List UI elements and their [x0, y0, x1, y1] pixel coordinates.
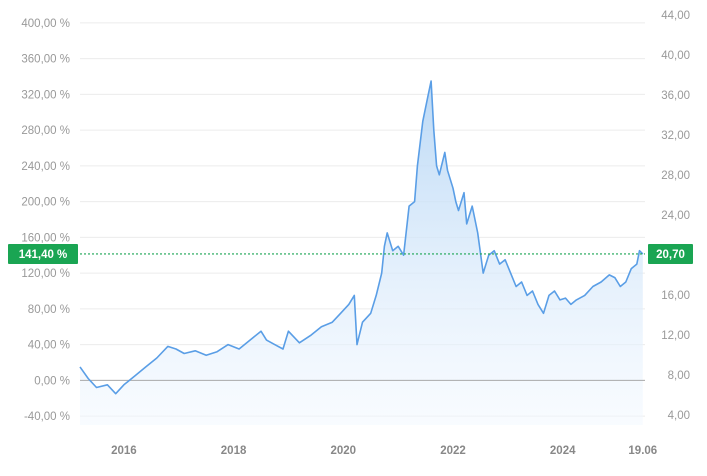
x-tick-label: 2022 — [440, 445, 466, 457]
current-value-badges: 141,40 % 20,70 — [8, 243, 693, 264]
right-axis: 4,008,0012,0016,0020,0024,0028,0032,0036… — [661, 10, 690, 422]
right-tick-label: 32,00 — [661, 130, 690, 142]
right-tick-label: 36,00 — [661, 90, 690, 102]
right-tick-label: 4,00 — [668, 410, 690, 422]
x-tick-label: 2024 — [550, 445, 576, 457]
left-tick-label: 120,00 % — [21, 268, 70, 280]
x-tick-label: 2020 — [331, 445, 357, 457]
left-tick-label: 200,00 % — [21, 197, 70, 209]
left-tick-label: 160,00 % — [21, 232, 70, 244]
left-axis: -40,00 % 0,00 % 40,00 % 80,00 % 120,00 % 160,… — [21, 18, 70, 423]
right-tick-label: 12,00 — [661, 330, 690, 342]
right-tick-label: 24,00 — [661, 210, 690, 222]
left-tick-label: 80,00 % — [28, 304, 70, 316]
left-tick-label: 320,00 % — [21, 89, 70, 101]
current-percent-badge — [8, 243, 78, 264]
x-axis: 2016 2018 2020 2022 2024 19.06 — [111, 445, 657, 457]
x-tick-label: 2018 — [221, 445, 247, 457]
left-tick-label: 360,00 % — [21, 54, 70, 66]
left-tick-label: -40,00 % — [24, 411, 70, 423]
right-tick-label: 28,00 — [661, 170, 690, 182]
area-path — [80, 81, 643, 425]
x-tick-label: 19.06 — [628, 445, 657, 457]
left-tick-label: 40,00 % — [28, 340, 70, 352]
right-tick-label: 16,00 — [661, 290, 690, 302]
x-tick-label: 2016 — [111, 445, 137, 457]
area-fill — [80, 81, 643, 425]
right-tick-label: 44,00 — [661, 10, 690, 22]
left-tick-label: 0,00 % — [34, 375, 70, 387]
left-tick-label: 240,00 % — [21, 161, 70, 173]
left-tick-label: 280,00 % — [21, 125, 70, 137]
current-percent-label: 141,40 % — [19, 249, 68, 261]
right-tick-label: 8,00 — [668, 370, 690, 382]
line-path — [79, 80, 644, 395]
right-tick-label: 40,00 — [661, 50, 690, 62]
series-line — [79, 80, 644, 395]
left-tick-label: 400,00 % — [21, 18, 70, 30]
current-price-label: 20,70 — [656, 249, 685, 261]
current-price-badge — [648, 243, 693, 264]
